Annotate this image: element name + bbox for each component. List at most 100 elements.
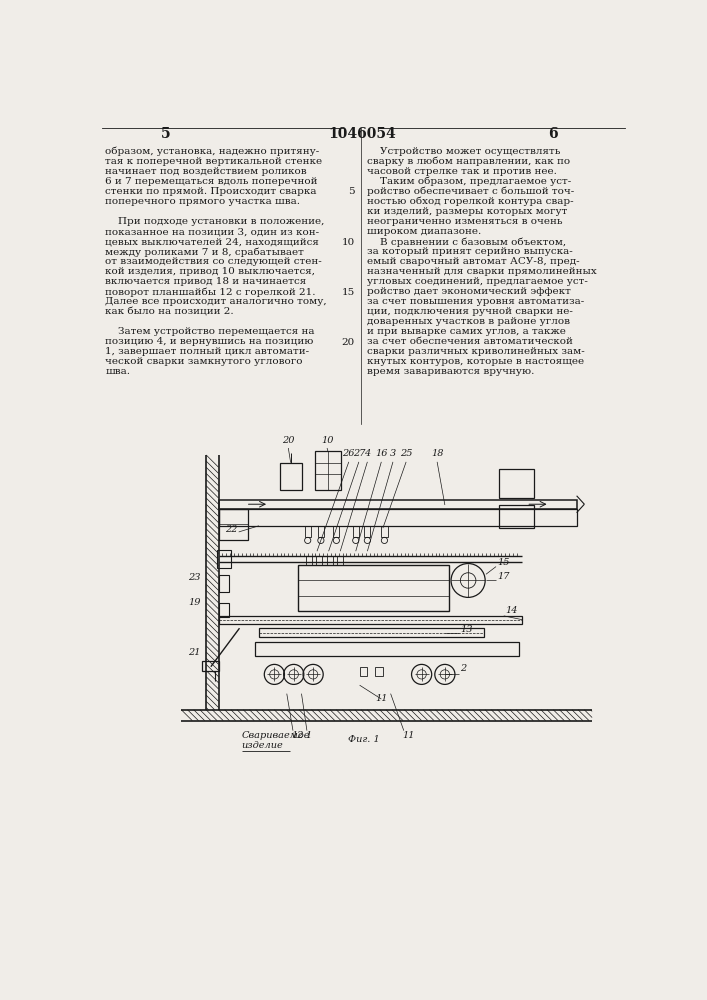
Text: ческой сварки замкнутого углового: ческой сварки замкнутого углового [105, 357, 303, 366]
Text: от взаимодействия со следующей стен-: от взаимодействия со следующей стен- [105, 257, 322, 266]
Text: 14: 14 [506, 606, 518, 615]
Text: тая к поперечной вертикальной стенке: тая к поперечной вертикальной стенке [105, 157, 322, 166]
Text: назначенный для сварки прямолинейных: назначенный для сварки прямолинейных [368, 267, 597, 276]
Text: за счет обеспечения автоматической: за счет обеспечения автоматической [368, 337, 573, 346]
Text: и при выварке самих углов, а также: и при выварке самих углов, а также [368, 327, 566, 336]
Bar [305, 526, 311, 537]
Bar [298, 565, 449, 611]
Text: неограниченно изменяться в очень: неограниченно изменяться в очень [368, 217, 563, 226]
Bar [315, 451, 341, 490]
Text: показанное на позиции 3, один из кон-: показанное на позиции 3, один из кон- [105, 227, 320, 236]
Bar [217, 550, 231, 568]
Text: 15: 15 [498, 558, 510, 567]
Text: Свариваемое: Свариваемое [242, 731, 310, 740]
Text: При подходе установки в положение,: При подходе установки в положение, [105, 217, 325, 226]
Text: 20: 20 [282, 436, 295, 445]
Text: 1046054: 1046054 [328, 127, 396, 141]
Text: емый сварочный автомат АСУ-8, пред-: емый сварочный автомат АСУ-8, пред- [368, 257, 580, 266]
Text: сварку в любом направлении, как по: сварку в любом направлении, как по [368, 157, 571, 166]
Text: изделие: изделие [242, 741, 284, 750]
Text: как было на позиции 2.: как было на позиции 2. [105, 307, 234, 316]
Text: включается привод 18 и начинается: включается привод 18 и начинается [105, 277, 307, 286]
Text: 5: 5 [349, 187, 355, 196]
Text: цевых выключателей 24, находящийся: цевых выключателей 24, находящийся [105, 237, 320, 246]
Text: позицию 4, и вернувшись на позицию: позицию 4, и вернувшись на позицию [105, 337, 314, 346]
Text: 23: 23 [188, 573, 201, 582]
Text: В сравнении с базовым объектом,: В сравнении с базовым объектом, [368, 237, 566, 247]
Text: Далее все происходит аналогично тому,: Далее все происходит аналогично тому, [105, 297, 327, 306]
Text: Устройство может осуществлять: Устройство может осуществлять [368, 147, 561, 156]
Text: 1, завершает полный цикл автомати-: 1, завершает полный цикл автомати- [105, 347, 310, 356]
Text: кнутых контуров, которые в настоящее: кнутых контуров, которые в настоящее [368, 357, 585, 366]
Bar [218, 509, 248, 540]
Bar [327, 556, 333, 565]
Text: угловых соединений, предлагаемое уст-: угловых соединений, предлагаемое уст- [368, 277, 588, 286]
Bar [375, 667, 383, 676]
Bar [333, 526, 339, 537]
Text: 6: 6 [549, 127, 559, 141]
Text: 16: 16 [375, 449, 387, 458]
Text: 11: 11 [375, 694, 387, 703]
Text: 20: 20 [341, 338, 355, 347]
Text: ройство обеспечивает с большой точ-: ройство обеспечивает с большой точ- [368, 187, 575, 196]
Text: 11: 11 [402, 731, 415, 740]
Bar [201, 661, 218, 671]
Text: 4: 4 [364, 449, 370, 458]
Text: 25: 25 [400, 449, 412, 458]
Text: 10: 10 [321, 436, 333, 445]
Bar [337, 556, 344, 565]
Text: 3: 3 [390, 449, 396, 458]
Bar [360, 667, 368, 676]
Bar [499, 469, 534, 498]
Text: между роликами 7 и 8, срабатывает: между роликами 7 и 8, срабатывает [105, 247, 304, 257]
Text: 22: 22 [226, 525, 238, 534]
Bar [317, 526, 324, 537]
Text: кой изделия, привод 10 выключается,: кой изделия, привод 10 выключается, [105, 267, 315, 276]
Text: доваренных участков в районе углов: доваренных участков в районе углов [368, 317, 571, 326]
Bar [316, 556, 322, 565]
Text: широком диапазоне.: широком диапазоне. [368, 227, 481, 236]
Text: ройство дает экономический эффект: ройство дает экономический эффект [368, 287, 571, 296]
Text: 13: 13 [460, 625, 473, 634]
Text: 26: 26 [342, 449, 355, 458]
Bar [280, 463, 301, 490]
Bar [218, 603, 230, 617]
Text: время завариваются вручную.: время завариваются вручную. [368, 367, 534, 376]
Text: ки изделий, размеры которых могут: ки изделий, размеры которых могут [368, 207, 568, 216]
Bar [306, 556, 312, 565]
Text: за счет повышения уровня автоматиза-: за счет повышения уровня автоматиза- [368, 297, 585, 306]
Text: 17: 17 [498, 572, 510, 581]
Text: Затем устройство перемещается на: Затем устройство перемещается на [105, 327, 315, 336]
Bar [364, 526, 370, 537]
Text: 1: 1 [305, 731, 312, 740]
Bar [259, 628, 484, 637]
Text: 5: 5 [161, 127, 170, 141]
Text: поворот планшайбы 12 с горелкой 21.: поворот планшайбы 12 с горелкой 21. [105, 287, 316, 297]
Text: ции, подключения ручной сварки не-: ции, подключения ручной сварки не- [368, 307, 573, 316]
Text: за который принят серийно выпуска-: за который принят серийно выпуска- [368, 247, 573, 256]
Text: сварки различных криволинейных зам-: сварки различных криволинейных зам- [368, 347, 585, 356]
Text: шва.: шва. [105, 367, 130, 376]
Bar [218, 575, 230, 592]
Text: 15: 15 [341, 288, 355, 297]
Text: ностью обход горелкой контура свар-: ностью обход горелкой контура свар- [368, 197, 574, 207]
Text: 21: 21 [188, 648, 201, 657]
Text: Фиг. 1: Фиг. 1 [348, 735, 380, 744]
Text: стенки по прямой. Происходит сварка: стенки по прямой. Происходит сварка [105, 187, 317, 196]
Bar [218, 500, 577, 509]
Text: 27: 27 [353, 449, 365, 458]
Text: 18: 18 [431, 449, 443, 458]
Bar [499, 505, 534, 528]
Text: образом, установка, надежно притяну-: образом, установка, надежно притяну- [105, 147, 320, 156]
Text: 10: 10 [341, 238, 355, 247]
Bar [255, 642, 518, 656]
Text: 12: 12 [291, 731, 304, 740]
Bar [381, 526, 387, 537]
Text: Таким образом, предлагаемое уст-: Таким образом, предлагаемое уст- [368, 177, 572, 186]
Bar [353, 526, 359, 537]
Bar [218, 509, 577, 526]
Text: 2: 2 [460, 664, 467, 673]
Text: 6 и 7 перемещаться вдоль поперечной: 6 и 7 перемещаться вдоль поперечной [105, 177, 318, 186]
Text: часовой стрелке так и против нее.: часовой стрелке так и против нее. [368, 167, 557, 176]
Text: 19: 19 [188, 598, 201, 607]
